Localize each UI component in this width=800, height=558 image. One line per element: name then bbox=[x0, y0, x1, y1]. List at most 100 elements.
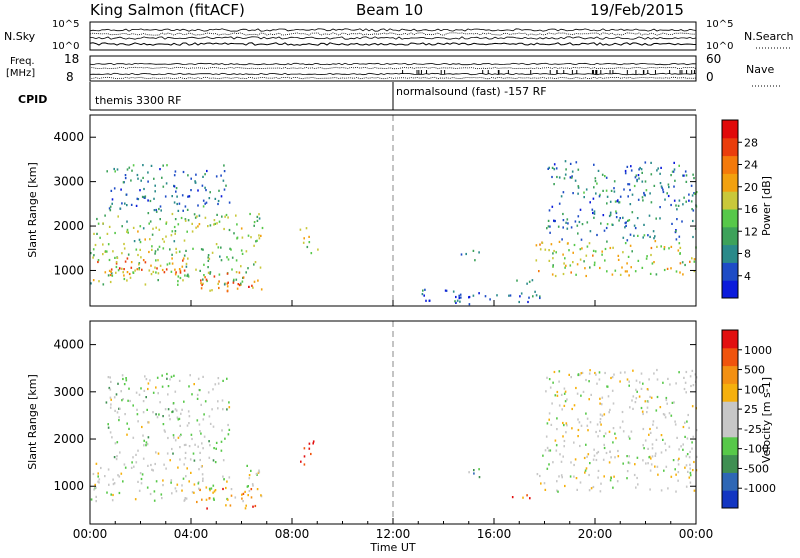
scatter-cell-3 bbox=[252, 286, 254, 289]
y-tick-label: 2000 bbox=[53, 219, 84, 233]
scatter-cell-1 bbox=[179, 424, 181, 427]
scatter-cell-3 bbox=[200, 279, 202, 282]
scatter-cell-9 bbox=[601, 173, 604, 176]
scatter-cell-7 bbox=[691, 447, 693, 450]
scatter-cell-0 bbox=[198, 223, 201, 226]
scatter-cell-9 bbox=[604, 175, 606, 178]
scatter-cell-9 bbox=[593, 212, 596, 215]
scatter-cell-1 bbox=[146, 443, 149, 446]
scatter-cell-6 bbox=[573, 463, 575, 467]
scatter-cell-2 bbox=[165, 268, 168, 271]
scatter-cell-0 bbox=[235, 214, 237, 217]
scatter-cell-6 bbox=[614, 456, 616, 459]
scatter-cell-9 bbox=[692, 235, 694, 239]
scatter-cell-9 bbox=[633, 184, 636, 188]
colorbar-swatch bbox=[722, 365, 738, 384]
scatter-cell-0 bbox=[187, 275, 190, 278]
scatter-cell-7 bbox=[571, 407, 573, 411]
noise-left-label: N.Sky bbox=[4, 30, 36, 43]
scatter-cell-6 bbox=[610, 476, 612, 479]
scatter-cell-0 bbox=[169, 248, 171, 251]
scatter-cell-8 bbox=[649, 272, 652, 275]
scatter-cell-7 bbox=[606, 385, 608, 388]
noise-trace bbox=[89, 36, 697, 40]
scatter-cell-0 bbox=[102, 222, 104, 225]
scatter-cell-1 bbox=[184, 451, 187, 454]
scatter-cell-7 bbox=[674, 423, 677, 426]
scatter-cell-10 bbox=[458, 297, 461, 300]
scatter-cell-7 bbox=[668, 412, 671, 415]
scatter-cell-1 bbox=[118, 416, 120, 419]
scatter-cell-9 bbox=[643, 223, 645, 226]
scatter-cell-7 bbox=[669, 383, 671, 386]
scatter-cell-6 bbox=[685, 455, 688, 458]
scatter-cell-0 bbox=[166, 263, 169, 266]
scatter-cell-7 bbox=[578, 373, 581, 377]
colorbar-swatch bbox=[722, 191, 738, 210]
scatter-cell-8 bbox=[601, 253, 603, 256]
scatter-cell-9 bbox=[596, 182, 598, 185]
scatter-cell-1 bbox=[169, 459, 171, 462]
scatter-cell-6 bbox=[576, 488, 578, 491]
scatter-cell-3 bbox=[200, 287, 203, 290]
scatter-cell-1 bbox=[196, 393, 199, 396]
scatter-cell-0 bbox=[99, 236, 101, 239]
scatter-cell-0 bbox=[217, 246, 220, 249]
scatter-cell-8 bbox=[594, 250, 597, 253]
scatter-cell-1 bbox=[155, 386, 157, 389]
scatter-cell-0 bbox=[231, 256, 234, 259]
scatter-cell-1 bbox=[215, 175, 218, 178]
scatter-cell-7 bbox=[640, 387, 643, 390]
scatter-cell-6 bbox=[687, 470, 689, 473]
scatter-cell-0 bbox=[187, 219, 190, 222]
scatter-cell-9 bbox=[605, 189, 608, 192]
scatter-cell-0 bbox=[152, 270, 155, 273]
scatter-cell-9 bbox=[615, 216, 618, 219]
scatter-cell-8 bbox=[650, 253, 652, 257]
scatter-cell-9 bbox=[673, 168, 676, 171]
scatter-cell-7 bbox=[635, 388, 637, 391]
scatter-cell-7 bbox=[619, 426, 622, 429]
scatter-cell-9 bbox=[691, 208, 693, 211]
scatter-cell-6 bbox=[654, 454, 657, 457]
scatter-cell-7 bbox=[558, 404, 561, 407]
scatter-cell-1 bbox=[156, 376, 159, 379]
scatter-cell-7 bbox=[628, 380, 630, 383]
scatter-cell-7 bbox=[544, 449, 547, 452]
scatter-cell-0 bbox=[184, 497, 187, 500]
scatter-cell-1 bbox=[166, 377, 168, 380]
scatter-cell-8 bbox=[653, 261, 655, 264]
scatter-cell-9 bbox=[693, 192, 695, 195]
scatter-cell-3 bbox=[201, 283, 203, 287]
scatter-cell-1 bbox=[152, 411, 154, 414]
colorbar-swatch bbox=[722, 209, 738, 228]
noise-trace bbox=[89, 42, 697, 46]
scatter-cell-0 bbox=[170, 479, 173, 482]
scatter-cell-7 bbox=[549, 386, 552, 389]
scatter-cell-8 bbox=[579, 258, 582, 261]
scatter-cell-1 bbox=[119, 407, 121, 410]
scatter-cell-7 bbox=[577, 435, 579, 438]
scatter-cell-7 bbox=[556, 390, 559, 394]
scatter-cell-2 bbox=[206, 507, 208, 510]
scatter-cell-7 bbox=[695, 429, 698, 432]
scatter-cell-0 bbox=[242, 500, 244, 503]
scatter-cell-1 bbox=[141, 425, 143, 429]
scatter-cell-7 bbox=[662, 438, 664, 441]
scatter-cell-7 bbox=[588, 380, 590, 383]
scatter-cell-1 bbox=[137, 420, 139, 423]
scatter-cell-1 bbox=[122, 377, 124, 381]
scatter-cell-0 bbox=[92, 279, 95, 282]
scatter-cell-7 bbox=[615, 437, 617, 440]
scatter-cell-7 bbox=[595, 430, 597, 434]
scatter-cell-0 bbox=[92, 256, 94, 259]
scatter-cell-0 bbox=[184, 219, 187, 222]
scatter-cell-0 bbox=[233, 278, 235, 281]
scatter-cell-9 bbox=[641, 180, 644, 183]
scatter-cell-10 bbox=[509, 294, 512, 297]
scatter-cell-7 bbox=[596, 382, 598, 385]
scatter-cell-1 bbox=[122, 398, 124, 401]
scatter-cell-0 bbox=[107, 468, 110, 471]
scatter-cell-7 bbox=[594, 371, 596, 375]
